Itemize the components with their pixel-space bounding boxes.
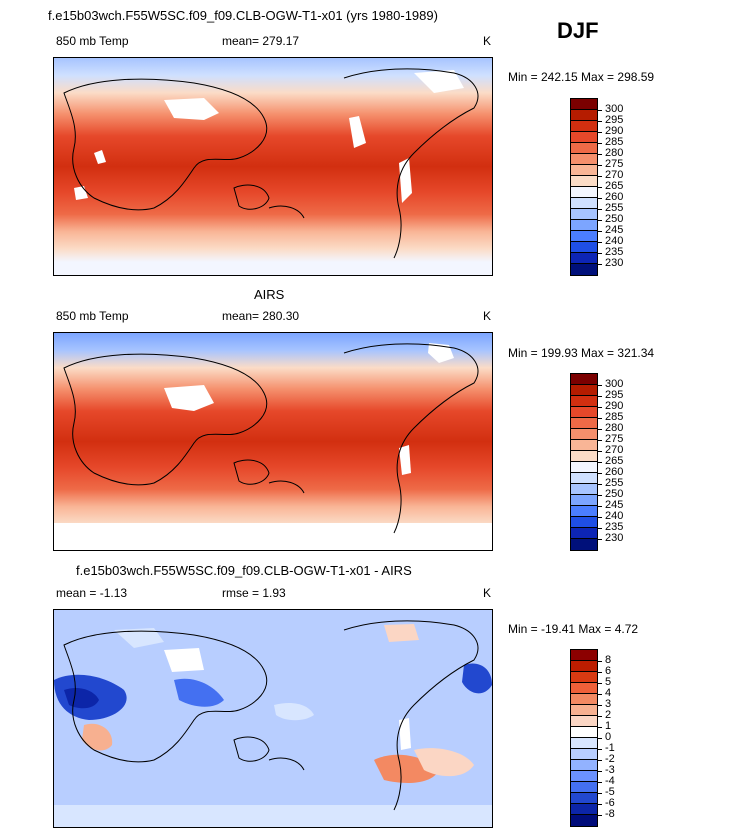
panel2-center-label: mean= 280.30: [222, 309, 300, 323]
panel3-right-label: K: [483, 586, 492, 600]
cbar2-tick: 265: [596, 455, 624, 467]
panel2-colorbar: [570, 373, 598, 551]
cbar3-tick: 8: [596, 654, 612, 666]
panel1-center-label: mean= 279.17: [222, 34, 300, 48]
cbar1-tick: 255: [596, 202, 624, 214]
cbar3-tick: 4: [596, 687, 612, 699]
cbar1-tick: 270: [596, 169, 624, 181]
panel1-title: f.e15b03wch.F55W5SC.f09_f09.CLB-OGW-T1-x…: [48, 8, 438, 23]
cbar3-tick: 0: [596, 731, 612, 743]
panel3-map-svg: [54, 610, 492, 827]
cbar1-tick: 260: [596, 191, 624, 203]
cbar3-tick: 2: [596, 709, 612, 721]
cbar1-tick: 280: [596, 147, 624, 159]
cbar3-tick: -3: [597, 764, 615, 776]
cbar1-tick: 285: [596, 136, 624, 148]
panel2-map: [53, 332, 493, 551]
cbar2-tick: 240: [596, 510, 624, 522]
cbar1-tick: 300: [596, 103, 624, 115]
cbar3-tick: 1: [596, 720, 612, 732]
panel1-left-label: 850 mb Temp: [56, 34, 129, 48]
cbar2-tick: 300: [596, 378, 624, 390]
panel3-center-label: rmse = 1.93: [222, 586, 286, 600]
cbar2-tick: 250: [596, 488, 624, 500]
cbar1-tick: 250: [596, 213, 624, 225]
cbar3-tick: -2: [597, 753, 615, 765]
cbar3-tick: -8: [597, 808, 615, 820]
cbar2-tick: 230: [596, 532, 624, 544]
cbar1-tick: 240: [596, 235, 624, 247]
cbar3-tick: 3: [596, 698, 612, 710]
cbar2-tick: 295: [596, 389, 624, 401]
panel1-colorbar: [570, 98, 598, 276]
cbar2-tick: 235: [596, 521, 624, 533]
panel3-colorbar: [570, 649, 598, 827]
season-label: DJF: [557, 18, 599, 43]
panel1-map-svg: [54, 58, 492, 275]
cbar3-tick: 5: [596, 676, 612, 688]
cbar2-tick: 255: [596, 477, 624, 489]
cbar3-tick: -1: [597, 742, 615, 754]
panel2-minmax: Min = 199.93 Max = 321.34: [508, 346, 655, 360]
panel2-map-svg: [54, 333, 492, 550]
cbar1-tick: 290: [596, 125, 624, 137]
cbar2-tick: 260: [596, 466, 624, 478]
cbar2-tick: 275: [596, 433, 624, 445]
cbar2-tick: 290: [596, 400, 624, 412]
panel2-title: AIRS: [254, 287, 285, 302]
panel3-left-label: mean = -1.13: [56, 586, 128, 600]
cbar1-tick: 235: [596, 246, 624, 258]
cbar2-tick: 285: [596, 411, 624, 423]
panel1-map: [53, 57, 493, 276]
panel3-map: [53, 609, 493, 828]
panel2-right-label: K: [483, 309, 492, 323]
cbar3-tick: -5: [597, 786, 615, 798]
cbar1-tick: 265: [596, 180, 624, 192]
cbar3-tick: -6: [597, 797, 615, 809]
cbar3-tick: 6: [596, 665, 612, 677]
cbar1-tick: 275: [596, 158, 624, 170]
cbar2-tick: 270: [596, 444, 624, 456]
cbar1-tick: 230: [596, 257, 624, 269]
cbar1-tick: 295: [596, 114, 624, 126]
panel3-title: f.e15b03wch.F55W5SC.f09_f09.CLB-OGW-T1-x…: [76, 563, 412, 578]
panel1-minmax: Min = 242.15 Max = 298.59: [508, 70, 655, 84]
cbar1-tick: 245: [596, 224, 624, 236]
panel1-right-label: K: [483, 34, 492, 48]
cbar3-tick: -4: [597, 775, 615, 787]
cbar2-tick: 245: [596, 499, 624, 511]
panel2-left-label: 850 mb Temp: [56, 309, 129, 323]
panel3-minmax: Min = -19.41 Max = 4.72: [508, 622, 639, 636]
cbar2-tick: 280: [596, 422, 624, 434]
